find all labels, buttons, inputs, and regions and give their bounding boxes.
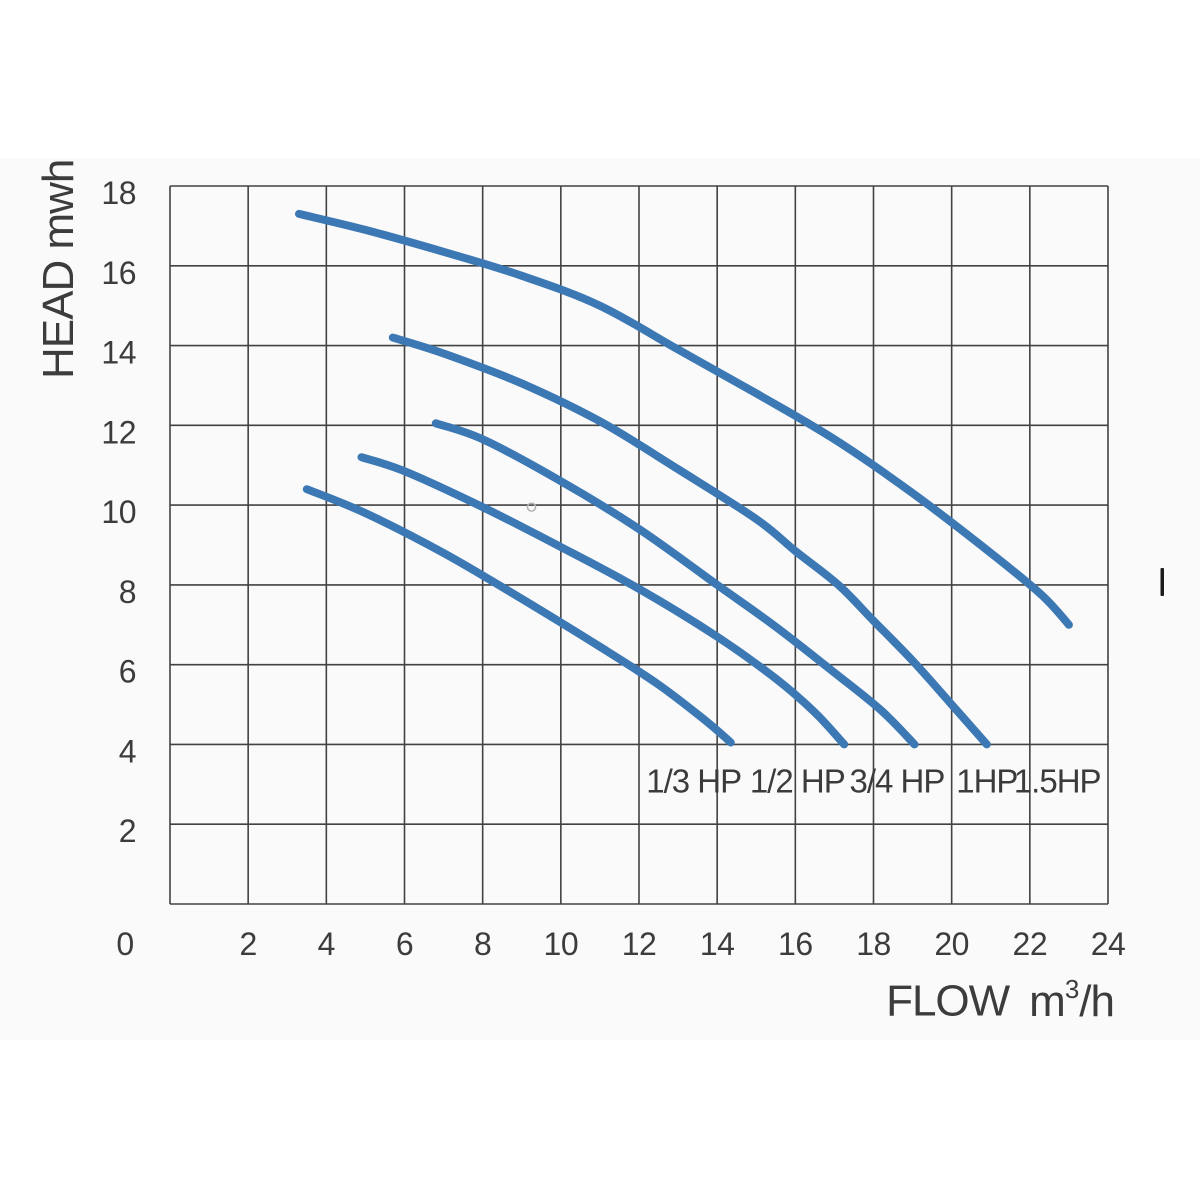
x-tick-10: 10 — [544, 926, 579, 962]
x-axis-title-word: FLOW — [886, 976, 1010, 1026]
stray-ring-dot — [526, 502, 537, 512]
x-tick-8: 8 — [474, 926, 491, 962]
x-tick-12: 12 — [622, 926, 657, 962]
x-tick-22: 22 — [1013, 926, 1048, 962]
y-tick-12: 12 — [101, 414, 136, 450]
x-axis-unit-sup: 3 — [1064, 974, 1080, 1004]
x-tick-6: 6 — [396, 926, 413, 962]
x-tick-2: 2 — [240, 926, 257, 962]
series-label-1-2-hp: 1/2 HP — [750, 762, 845, 799]
x-tick-14: 14 — [700, 926, 735, 962]
y-tick-4: 4 — [119, 733, 136, 769]
right-edge-mark — [1160, 568, 1164, 596]
y-tick-14: 14 — [101, 335, 136, 371]
y-axis-title: HEAD mwh — [34, 159, 83, 379]
x-tick-16: 16 — [778, 926, 813, 962]
y-tick-6: 6 — [119, 654, 136, 690]
x-tick-20: 20 — [934, 926, 969, 962]
chart-band-background — [0, 158, 1200, 1040]
series-label-1-3-hp: 1/3 HP — [646, 762, 741, 799]
curve-1hp — [388, 333, 991, 749]
curve-1-5hp — [295, 209, 1073, 629]
origin-tick: 0 — [116, 926, 133, 962]
x-tick-4: 4 — [318, 926, 335, 962]
x-tick-24: 24 — [1091, 926, 1126, 962]
series-label-3-4-hp: 3/4 HP — [850, 762, 945, 799]
x-axis-title: FLOW m3/h — [886, 974, 1115, 1027]
series-label-1hp: 1HP — [956, 762, 1017, 799]
curve-1-3-hp — [302, 485, 735, 747]
x-tick-18: 18 — [856, 926, 891, 962]
curve-1-2-hp — [357, 453, 849, 749]
series-label-1-5hp: 1.5HP — [1014, 762, 1101, 799]
y-tick-18: 18 — [101, 175, 136, 211]
y-tick-2: 2 — [119, 813, 136, 849]
y-tick-10: 10 — [101, 494, 136, 530]
y-tick-16: 16 — [101, 255, 136, 291]
x-axis-unit-rest: /h — [1079, 976, 1115, 1026]
curve-3-4-hp — [431, 419, 919, 749]
y-tick-8: 8 — [119, 574, 136, 610]
x-axis-unit-base: m — [1029, 976, 1066, 1026]
